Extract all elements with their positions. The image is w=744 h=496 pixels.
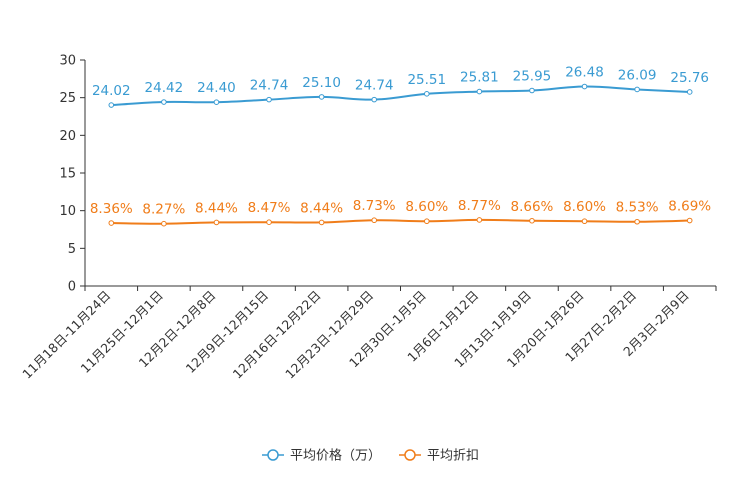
data-label: 24.74 — [355, 78, 394, 94]
series-point — [318, 219, 325, 226]
y-tick-label: 15 — [59, 167, 76, 182]
data-label: 8.53% — [616, 200, 659, 216]
series-point — [686, 217, 693, 224]
series-point — [476, 88, 483, 95]
data-label: 8.77% — [458, 198, 501, 214]
data-label: 8.60% — [405, 199, 448, 215]
data-label: 8.69% — [668, 199, 711, 215]
data-label: 26.09 — [618, 67, 657, 83]
data-label: 8.60% — [563, 199, 606, 215]
series-point — [213, 99, 220, 105]
x-tick-label: 12月23日-12月29日 — [282, 288, 376, 382]
series-point — [423, 91, 430, 97]
series-line — [111, 85, 690, 107]
series-point — [634, 86, 640, 93]
data-label: 8.27% — [142, 202, 185, 218]
series-point — [266, 96, 272, 103]
series-point — [108, 102, 115, 108]
y-tick-label: 5 — [68, 242, 76, 257]
series-point — [108, 220, 115, 226]
series-point — [476, 217, 483, 223]
series-point — [634, 218, 640, 225]
series-point — [423, 218, 430, 225]
data-label: 8.44% — [300, 200, 343, 216]
data-label: 24.42 — [145, 80, 184, 96]
y-tick-label: 30 — [59, 54, 76, 69]
data-label: 25.81 — [460, 70, 499, 86]
data-label: 25.76 — [670, 70, 709, 86]
data-label: 26.48 — [565, 65, 604, 81]
series-point — [213, 219, 220, 226]
data-label: 25.95 — [513, 69, 552, 85]
x-tick-label: 12月16日-12月22日 — [230, 288, 324, 382]
y-tick-label: 20 — [59, 129, 76, 144]
data-label: 8.36% — [90, 201, 133, 217]
series-point — [318, 94, 325, 100]
series-point — [581, 218, 588, 225]
x-tick-label: 11月18日-11月24日 — [19, 288, 113, 382]
legend-label: 平均价格（万） — [290, 448, 381, 464]
series-layer: 24.02 24.42 24.40 24.74 25.10 24.74 25.51 25.81… — [90, 65, 711, 227]
series-point — [371, 96, 378, 103]
series-point — [161, 99, 167, 105]
legend-marker — [267, 449, 279, 461]
data-label: 25.51 — [407, 72, 446, 88]
series-point — [371, 217, 378, 224]
series-line — [111, 218, 690, 225]
data-label: 8.47% — [248, 200, 291, 216]
data-label: 25.10 — [302, 75, 341, 91]
data-label: 8.66% — [511, 199, 554, 215]
data-label: 24.74 — [250, 78, 289, 94]
y-tick-label: 0 — [68, 280, 76, 295]
series-point — [529, 87, 535, 94]
y-tick-label: 25 — [59, 91, 76, 106]
data-label: 8.73% — [353, 198, 396, 214]
axes: 05101520253011月18日-11月24日11月25日-12月1日12月… — [19, 54, 717, 382]
series-point — [266, 219, 272, 225]
series-point — [686, 89, 693, 95]
series-point — [581, 83, 588, 90]
y-tick-label: 10 — [59, 204, 76, 219]
series-point — [161, 220, 167, 227]
legend-label: 平均折扣 — [427, 449, 479, 464]
data-label: 8.44% — [195, 200, 238, 216]
legend-marker — [404, 449, 416, 461]
data-label: 24.40 — [197, 80, 236, 96]
legend: 平均价格（万） 平均折扣 — [262, 448, 479, 464]
data-label: 24.02 — [92, 83, 131, 99]
series-point — [529, 217, 535, 224]
